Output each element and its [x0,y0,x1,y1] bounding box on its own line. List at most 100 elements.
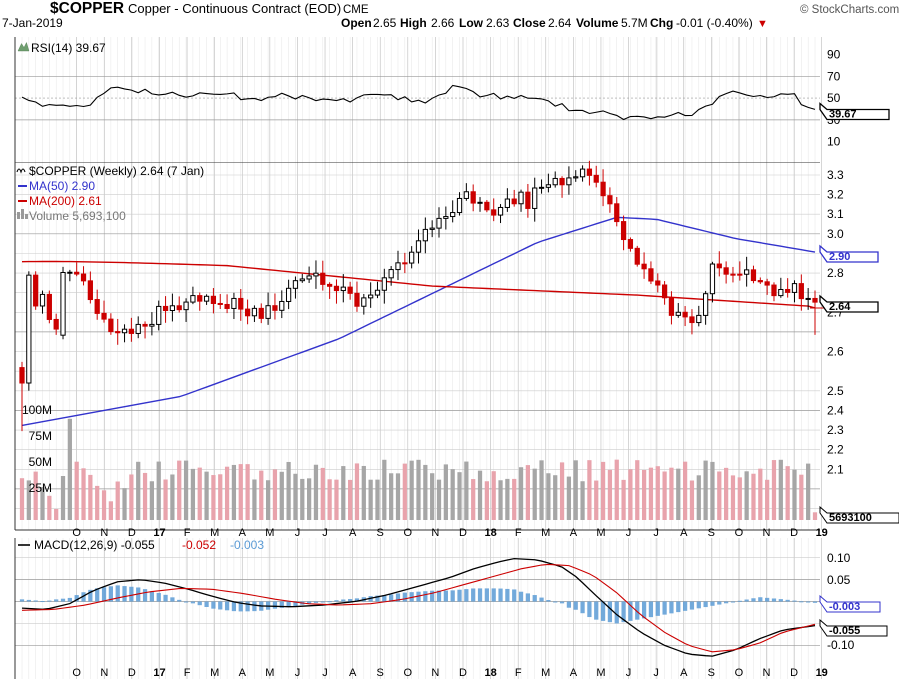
svg-text:A: A [349,667,357,679]
svg-text:3.2: 3.2 [827,188,844,202]
svg-text:-0.10: -0.10 [827,638,855,652]
svg-text:M: M [596,667,605,679]
svg-text:M: M [541,667,550,679]
svg-text:2.66: 2.66 [431,16,455,30]
svg-text:A: A [570,667,578,679]
svg-text:F: F [184,667,191,679]
svg-text:▼: ▼ [757,18,768,30]
svg-text:A: A [680,527,688,539]
svg-text:100M: 100M [22,403,52,417]
svg-text:J: J [626,527,632,539]
svg-text:50: 50 [827,91,841,105]
svg-text:Close: Close [513,16,546,30]
svg-text:19: 19 [816,667,828,679]
svg-text:3.3: 3.3 [827,168,844,182]
svg-text:A: A [570,527,578,539]
svg-text:N: N [431,527,439,539]
svg-text:D: D [128,667,136,679]
svg-text:17: 17 [153,667,165,679]
svg-text:2.64: 2.64 [829,301,851,313]
svg-text:M: M [210,667,219,679]
svg-text:2.5: 2.5 [827,384,844,398]
svg-text:J: J [322,667,328,679]
svg-text:O: O [404,667,413,679]
svg-text:F: F [515,527,522,539]
svg-text:N: N [431,667,439,679]
svg-text:2.4: 2.4 [827,403,844,417]
svg-text:2.90: 2.90 [829,251,850,263]
svg-text:2.64: 2.64 [548,16,572,30]
svg-text:D: D [459,527,467,539]
svg-text:$COPPER: $COPPER [50,0,124,17]
svg-text:M: M [596,527,605,539]
svg-text:O: O [735,527,744,539]
svg-text:Volume 5,693,100: Volume 5,693,100 [29,209,126,223]
svg-text:RSI(14) 39.67: RSI(14) 39.67 [31,41,106,55]
svg-text:90: 90 [827,48,841,62]
svg-text:3.1: 3.1 [827,207,844,221]
svg-text:M: M [541,527,550,539]
svg-text:N: N [763,527,771,539]
svg-text:-0.052: -0.052 [182,538,216,552]
svg-text:M: M [265,527,274,539]
svg-text:-0.003: -0.003 [230,538,264,552]
svg-text:5693100: 5693100 [829,512,872,524]
svg-text:MA(200) 2.61: MA(200) 2.61 [29,194,102,208]
svg-text:O: O [404,527,413,539]
svg-text:MA(50) 2.90: MA(50) 2.90 [29,179,95,193]
svg-text:-0.055: -0.055 [829,625,860,637]
svg-text:J: J [295,667,301,679]
svg-text:0.05: 0.05 [827,573,851,587]
svg-text:High: High [400,16,427,30]
svg-text:2.6: 2.6 [827,345,844,359]
svg-text:S: S [377,527,384,539]
svg-text:A: A [349,527,357,539]
svg-text:25M: 25M [29,481,52,495]
svg-text:-0.003: -0.003 [829,601,860,613]
svg-text:Chg: Chg [650,16,673,30]
svg-text:J: J [295,527,301,539]
svg-text:J: J [653,667,659,679]
svg-text:CME: CME [343,4,369,16]
svg-text:J: J [322,527,328,539]
svg-text:18: 18 [484,667,496,679]
svg-text:N: N [100,667,108,679]
svg-text:7-Jan-2019: 7-Jan-2019 [2,16,63,30]
svg-text:J: J [653,527,659,539]
svg-text:S: S [377,667,384,679]
svg-text:50M: 50M [29,455,52,469]
svg-text:A: A [239,667,247,679]
svg-text:2.1: 2.1 [827,462,844,476]
svg-text:-0.01 (-0.40%): -0.01 (-0.40%) [676,16,753,30]
svg-text:75M: 75M [29,429,52,443]
svg-text:Low: Low [459,16,484,30]
svg-text:F: F [515,667,522,679]
svg-text:S: S [708,527,715,539]
svg-text:MACD(12,26,9) -0.055: MACD(12,26,9) -0.055 [34,538,155,552]
svg-text:2.2: 2.2 [827,443,844,457]
svg-text:18: 18 [484,527,496,539]
svg-text:3.0: 3.0 [827,227,844,241]
svg-text:O: O [72,667,81,679]
svg-text:2.8: 2.8 [827,266,844,280]
svg-text:Volume: Volume [576,16,619,30]
svg-text:2.3: 2.3 [827,423,844,437]
svg-text:2.65: 2.65 [373,16,397,30]
svg-text:© StockCharts.com: © StockCharts.com [800,4,899,16]
svg-text:5.7M: 5.7M [621,16,648,30]
svg-text:A: A [680,667,688,679]
svg-text:S: S [708,667,715,679]
svg-text:$COPPER (Weekly) 2.64 (7 Jan): $COPPER (Weekly) 2.64 (7 Jan) [29,164,204,178]
svg-text:70: 70 [827,69,841,83]
svg-text:D: D [790,527,798,539]
svg-text:17: 17 [153,527,165,539]
svg-text:O: O [735,667,744,679]
svg-text:10: 10 [827,135,841,149]
svg-text:Copper - Continuous Contract (: Copper - Continuous Contract (EOD) [128,1,341,16]
svg-text:0.10: 0.10 [827,551,851,565]
svg-text:2.63: 2.63 [486,16,510,30]
svg-text:J: J [626,667,632,679]
svg-text:N: N [763,667,771,679]
svg-text:19: 19 [816,527,828,539]
svg-text:D: D [459,667,467,679]
